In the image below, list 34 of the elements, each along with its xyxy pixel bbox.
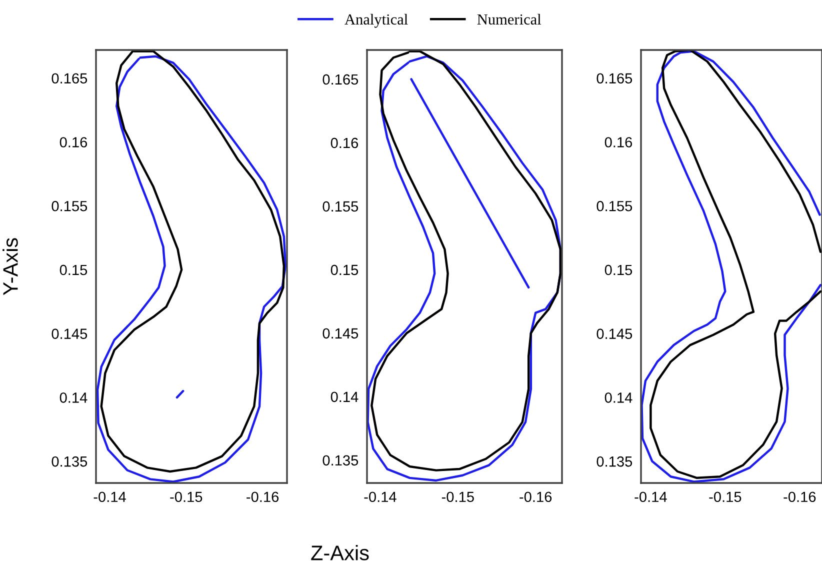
- x-axis-title: Z-Axis: [311, 545, 369, 560]
- y-tick-label: 0.16: [604, 137, 632, 148]
- x-tick-label: -0.15: [442, 492, 474, 502]
- y-tick-label: 0.16: [60, 137, 88, 148]
- x-tick-label: -0.15: [170, 492, 202, 502]
- x-tick-label: -0.14: [634, 492, 667, 502]
- y-axis-title: Y-Axis: [2, 238, 18, 296]
- y-tick-label: 0.165: [322, 74, 358, 85]
- x-tick-label: -0.16: [784, 492, 816, 502]
- x-tick-label: -0.16: [520, 492, 552, 502]
- x-tick-label: -0.16: [246, 492, 279, 502]
- y-tick-label: 0.14: [604, 392, 632, 403]
- y-tick-label: 0.165: [596, 73, 632, 84]
- y-tick-label: 0.15: [60, 264, 88, 276]
- legend-label: Analytical: [344, 14, 408, 28]
- y-tick-label: 0.165: [52, 73, 88, 84]
- y-tick-label: 0.135: [52, 456, 88, 467]
- y-tick-label: 0.135: [322, 455, 358, 466]
- y-tick-label: 0.145: [596, 328, 632, 339]
- y-tick-label: 0.16: [330, 138, 358, 148]
- x-tick-label: -0.15: [709, 492, 742, 502]
- y-tick-label: 0.145: [322, 328, 358, 339]
- y-tick-label: 0.155: [322, 201, 358, 212]
- legend-label: Numerical: [477, 14, 542, 25]
- y-tick-label: 0.155: [52, 200, 88, 212]
- y-tick-label: 0.15: [604, 264, 632, 276]
- y-tick-label: 0.155: [596, 200, 632, 212]
- y-tick-label: 0.145: [52, 328, 88, 339]
- y-tick-label: 0.135: [596, 456, 632, 467]
- x-tick-label: -0.14: [94, 492, 126, 502]
- x-tick-label: -0.14: [364, 492, 396, 502]
- y-tick-label: 0.14: [330, 392, 358, 402]
- y-tick-label: 0.15: [330, 264, 358, 276]
- y-tick-label: 0.14: [60, 392, 88, 403]
